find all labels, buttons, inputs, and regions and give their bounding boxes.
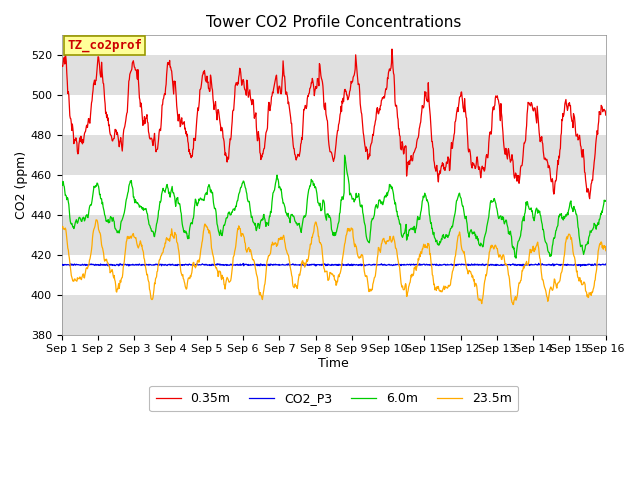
CO2_P3 <box>567 262 575 267</box>
Text: TZ_co2prof: TZ_co2prof <box>67 39 142 52</box>
0.35m <box>339 100 346 106</box>
23.5m <box>568 235 575 241</box>
Bar <box>61 135 605 175</box>
23.5m <box>339 252 347 258</box>
6.0m <box>602 198 609 204</box>
0.35m <box>129 59 137 65</box>
0.35m <box>260 146 268 152</box>
6.0m <box>452 207 460 213</box>
Line: 23.5m: 23.5m <box>61 220 605 304</box>
23.5m <box>203 224 211 230</box>
Line: 0.35m: 0.35m <box>61 49 605 199</box>
23.5m <box>260 283 268 288</box>
23.5m <box>509 301 517 307</box>
6.0m <box>340 152 348 158</box>
CO2_P3 <box>535 261 543 266</box>
0.35m <box>567 112 575 118</box>
23.5m <box>602 248 609 253</box>
6.0m <box>58 181 65 187</box>
0.35m <box>388 46 396 52</box>
CO2_P3 <box>260 262 268 267</box>
23.5m <box>452 253 460 259</box>
0.35m <box>602 112 609 118</box>
X-axis label: Time: Time <box>318 357 349 370</box>
CO2_P3 <box>451 262 459 268</box>
23.5m <box>129 231 137 237</box>
6.0m <box>339 194 346 200</box>
Bar <box>61 295 605 335</box>
23.5m <box>92 217 100 223</box>
CO2_P3 <box>339 261 346 267</box>
Bar <box>61 215 605 255</box>
Y-axis label: CO2 (ppm): CO2 (ppm) <box>15 151 28 219</box>
6.0m <box>568 204 575 210</box>
0.35m <box>586 196 593 202</box>
CO2_P3 <box>129 261 137 267</box>
Line: CO2_P3: CO2_P3 <box>61 264 605 266</box>
6.0m <box>260 212 268 217</box>
CO2_P3 <box>202 262 210 267</box>
0.35m <box>202 78 210 84</box>
Line: 6.0m: 6.0m <box>61 155 605 258</box>
6.0m <box>512 255 520 261</box>
Bar <box>61 55 605 95</box>
Title: Tower CO2 Profile Concentrations: Tower CO2 Profile Concentrations <box>206 15 461 30</box>
CO2_P3 <box>577 264 584 269</box>
6.0m <box>202 191 210 196</box>
0.35m <box>58 63 65 69</box>
6.0m <box>129 186 137 192</box>
Legend: 0.35m, CO2_P3, 6.0m, 23.5m: 0.35m, CO2_P3, 6.0m, 23.5m <box>149 386 518 411</box>
23.5m <box>58 225 65 230</box>
CO2_P3 <box>602 261 609 267</box>
CO2_P3 <box>58 262 65 267</box>
0.35m <box>452 119 460 124</box>
